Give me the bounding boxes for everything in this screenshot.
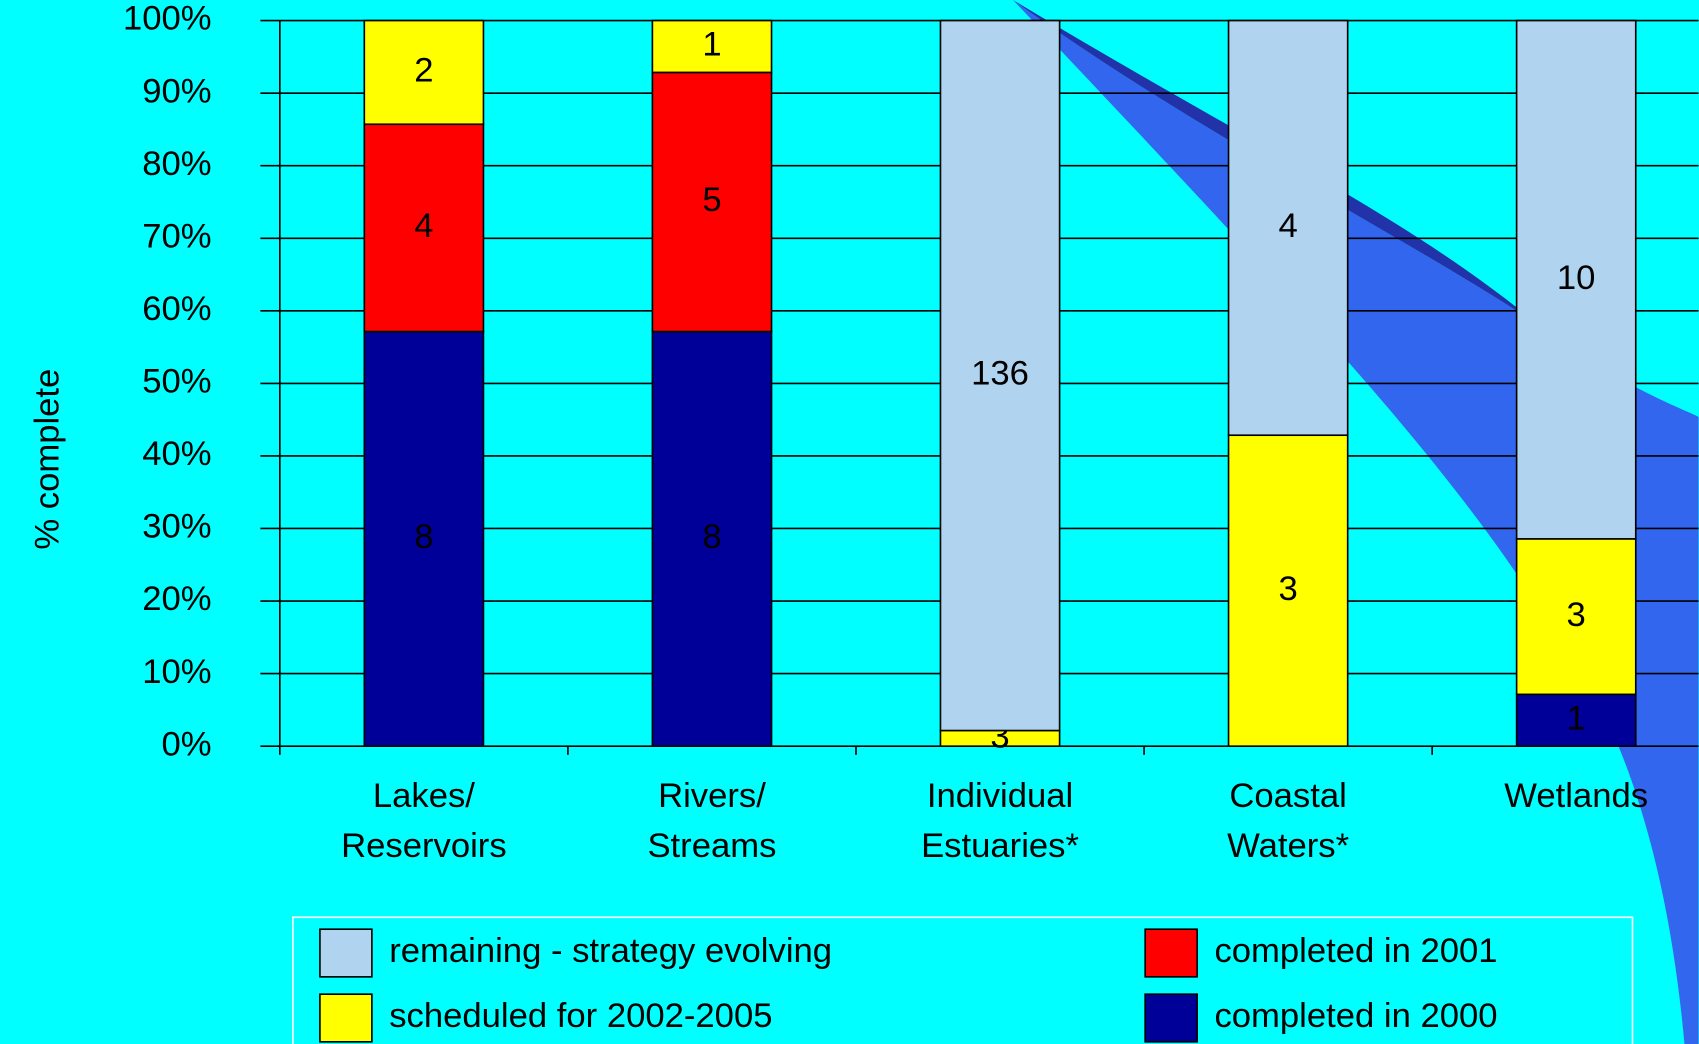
legend-swatch: [319, 928, 373, 978]
y-tick-label: 100%: [123, 0, 212, 38]
bar-segment: [651, 19, 773, 74]
y-tick-label: 90%: [142, 72, 211, 110]
data-label: 1: [702, 26, 721, 64]
y-tick-label: 80%: [142, 145, 211, 183]
data-label: 5: [702, 181, 721, 219]
y-tick-label: 0%: [162, 725, 212, 763]
x-tick-label-line: Streams: [647, 827, 776, 865]
bar-segment: [939, 19, 1061, 732]
x-tick-label-line: Wetlands: [1504, 777, 1648, 815]
x-tick-label: Rivers/Streams: [647, 777, 776, 865]
data-label: 4: [414, 207, 433, 245]
x-tick-label: Individual Estuaries*: [921, 777, 1079, 865]
y-tick-label: 30%: [142, 508, 211, 546]
bar-segment: [1515, 538, 1637, 696]
y-tick-label: 70%: [142, 217, 211, 255]
x-tick-label-line: Waters*: [1227, 827, 1349, 865]
y-axis-label: % complete: [28, 369, 66, 550]
y-tick-label: 40%: [142, 435, 211, 473]
bar-segment: [1227, 434, 1349, 747]
bar-segment: [1515, 693, 1637, 747]
bar-segment: [1227, 19, 1349, 437]
legend-swatch: [1144, 993, 1198, 1043]
data-label: 8: [414, 518, 433, 556]
data-label: 2: [414, 52, 433, 90]
bar-segment: [363, 330, 485, 747]
y-tick-label: 20%: [142, 580, 211, 618]
legend-label: scheduled for 2002-2005: [389, 997, 772, 1035]
y-tick-label: 60%: [142, 290, 211, 328]
data-label: 8: [702, 518, 721, 556]
y-tick-label: 50%: [142, 363, 211, 401]
data-label: 10: [1557, 259, 1596, 297]
x-tick-label: Lakes/Reservoirs: [341, 777, 507, 865]
x-tick-label: Wetlands: [1504, 777, 1648, 815]
legend-swatch: [1144, 928, 1198, 978]
legend-label: completed in 2000: [1214, 997, 1497, 1035]
data-label: 1: [1567, 699, 1586, 737]
bar-segment: [1515, 19, 1637, 540]
data-label: 3: [1567, 596, 1586, 634]
x-tick-label-line: Estuaries*: [921, 827, 1079, 865]
bar-segment: [651, 71, 773, 333]
x-tick-label-line: Lakes/: [373, 777, 475, 815]
legend-label: completed in 2001: [1214, 932, 1497, 970]
data-label: 3: [1278, 570, 1297, 608]
y-tick-label: 10%: [142, 653, 211, 691]
legend-box: [292, 916, 1634, 1044]
legend-swatch: [319, 993, 373, 1043]
legend-label: remaining - strategy evolving: [389, 932, 832, 970]
x-tick-label-line: Rivers/: [658, 777, 766, 815]
data-label: 4: [1278, 207, 1297, 245]
bar-segment: [363, 19, 485, 126]
bar-segment: [651, 330, 773, 747]
x-tick-label-line: Coastal: [1229, 777, 1346, 815]
x-tick-label-line: Reservoirs: [341, 827, 507, 865]
x-tick-label: Coastal Waters*: [1227, 777, 1349, 865]
data-label: 136: [971, 355, 1029, 393]
x-tick-label-line: Individual: [927, 777, 1073, 815]
